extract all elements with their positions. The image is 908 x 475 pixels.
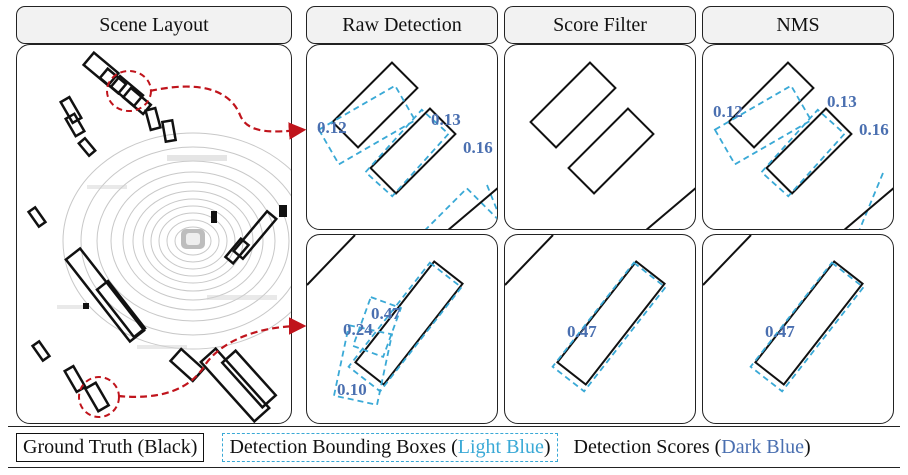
filter-bottom-score-a: 0.47 [567,322,597,341]
highlight-circles [78,70,152,418]
legend: Ground Truth (Black) Detection Bounding … [16,430,900,464]
raw-bottom-score-c: 0.10 [337,380,367,399]
scene-layout-drawing [26,50,291,423]
raw-detection-bottom-panel: 0.47 0.24 0.10 [306,234,498,424]
nms-top-score-a: 0.12 [713,102,743,121]
legend-det-suffix: ) [543,435,551,458]
legend-score-suffix: ) [804,435,811,458]
raw-top-drawing: 0.12 0.13 0.16 [317,61,497,229]
score-filter-bottom-panel: 0.47 [504,234,696,424]
nms-top-drawing: 0.12 0.13 0.16 [713,61,893,229]
header-score-filter: Score Filter [504,6,696,44]
score-filter-top-panel [504,44,696,230]
header-nms: NMS [702,6,894,44]
header-nms-label: NMS [776,13,820,36]
gt-filled-boxes [83,205,287,309]
header-raw-label: Raw Detection [342,13,462,36]
filter-bottom-drawing: 0.47 [505,235,667,393]
raw-bottom-drawing: 0.47 0.24 0.10 [307,235,464,406]
header-raw-detection: Raw Detection [306,6,498,44]
raw-top-score-c: 0.16 [463,138,493,157]
raw-detection-top-panel: 0.12 0.13 0.16 [306,44,498,230]
legend-score-color: Dark Blue [721,435,805,458]
header-scene-label: Scene Layout [99,13,209,36]
legend-score-prefix: Detection Scores ( [573,435,722,458]
nms-top-panel: 0.12 0.13 0.16 [702,44,894,230]
legend-det-prefix: Detection Bounding Boxes ( [229,435,458,458]
ego-vehicle [181,229,205,249]
legend-detection-scores: Detection Scores (Dark Blue) [574,436,811,459]
nms-top-score-b: 0.13 [827,92,857,111]
legend-divider-top [8,426,900,427]
raw-top-score-a: 0.12 [317,118,347,137]
legend-divider-bottom [8,467,900,468]
nms-bottom-drawing: 0.47 [703,235,865,393]
nms-top-score-c: 0.16 [859,120,889,139]
raw-bottom-score-a: 0.47 [371,304,401,323]
legend-ground-truth: Ground Truth (Black) [16,432,205,462]
raw-bottom-score-b: 0.24 [343,320,373,339]
legend-det-color: Light Blue [457,435,544,458]
nms-bottom-score-a: 0.47 [765,322,795,341]
header-scene-layout: Scene Layout [16,6,292,44]
legend-detection-boxes: Detection Bounding Boxes (Light Blue) [222,432,558,462]
nms-bottom-panel: 0.47 [702,234,894,424]
scene-layout-panel [16,44,292,424]
gt-boxes [26,50,279,423]
header-filter-label: Score Filter [553,13,647,36]
filter-top-drawing [529,61,695,229]
raw-top-score-b: 0.13 [431,110,461,129]
